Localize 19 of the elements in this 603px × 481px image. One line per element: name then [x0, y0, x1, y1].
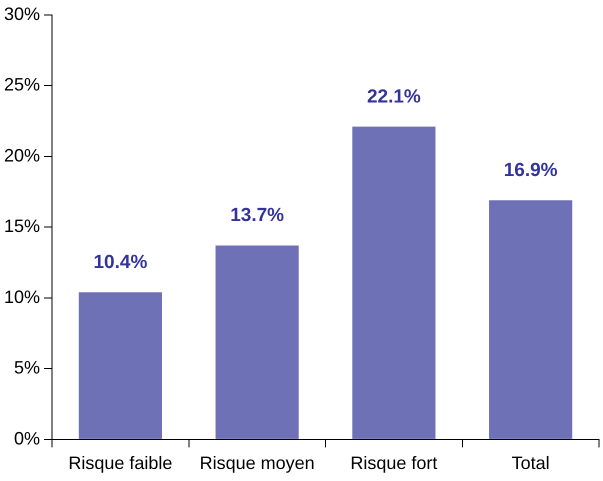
- x-tick-label: Risque fort: [350, 453, 438, 474]
- y-tick-label: 30%: [4, 4, 40, 24]
- data-label: 16.9%: [504, 160, 558, 181]
- data-label: 22.1%: [366, 86, 421, 108]
- x-tick-label: Total: [512, 453, 550, 474]
- bar: [352, 126, 436, 439]
- y-tick-label: 0%: [14, 428, 40, 448]
- y-tick-label: 5%: [14, 358, 40, 378]
- y-tick-label: 10%: [4, 286, 40, 307]
- bar: [216, 246, 299, 439]
- bar: [489, 200, 572, 439]
- x-tick-label: Risque faible: [68, 453, 172, 474]
- data-label: 10.4%: [93, 252, 148, 273]
- y-tick-label: 15%: [4, 216, 40, 236]
- y-tick-label: 20%: [4, 145, 40, 166]
- data-label: 13.7%: [230, 205, 284, 226]
- y-tick-label: 25%: [4, 74, 40, 95]
- bar: [78, 292, 162, 439]
- x-tick-label: Risque moyen: [200, 453, 315, 474]
